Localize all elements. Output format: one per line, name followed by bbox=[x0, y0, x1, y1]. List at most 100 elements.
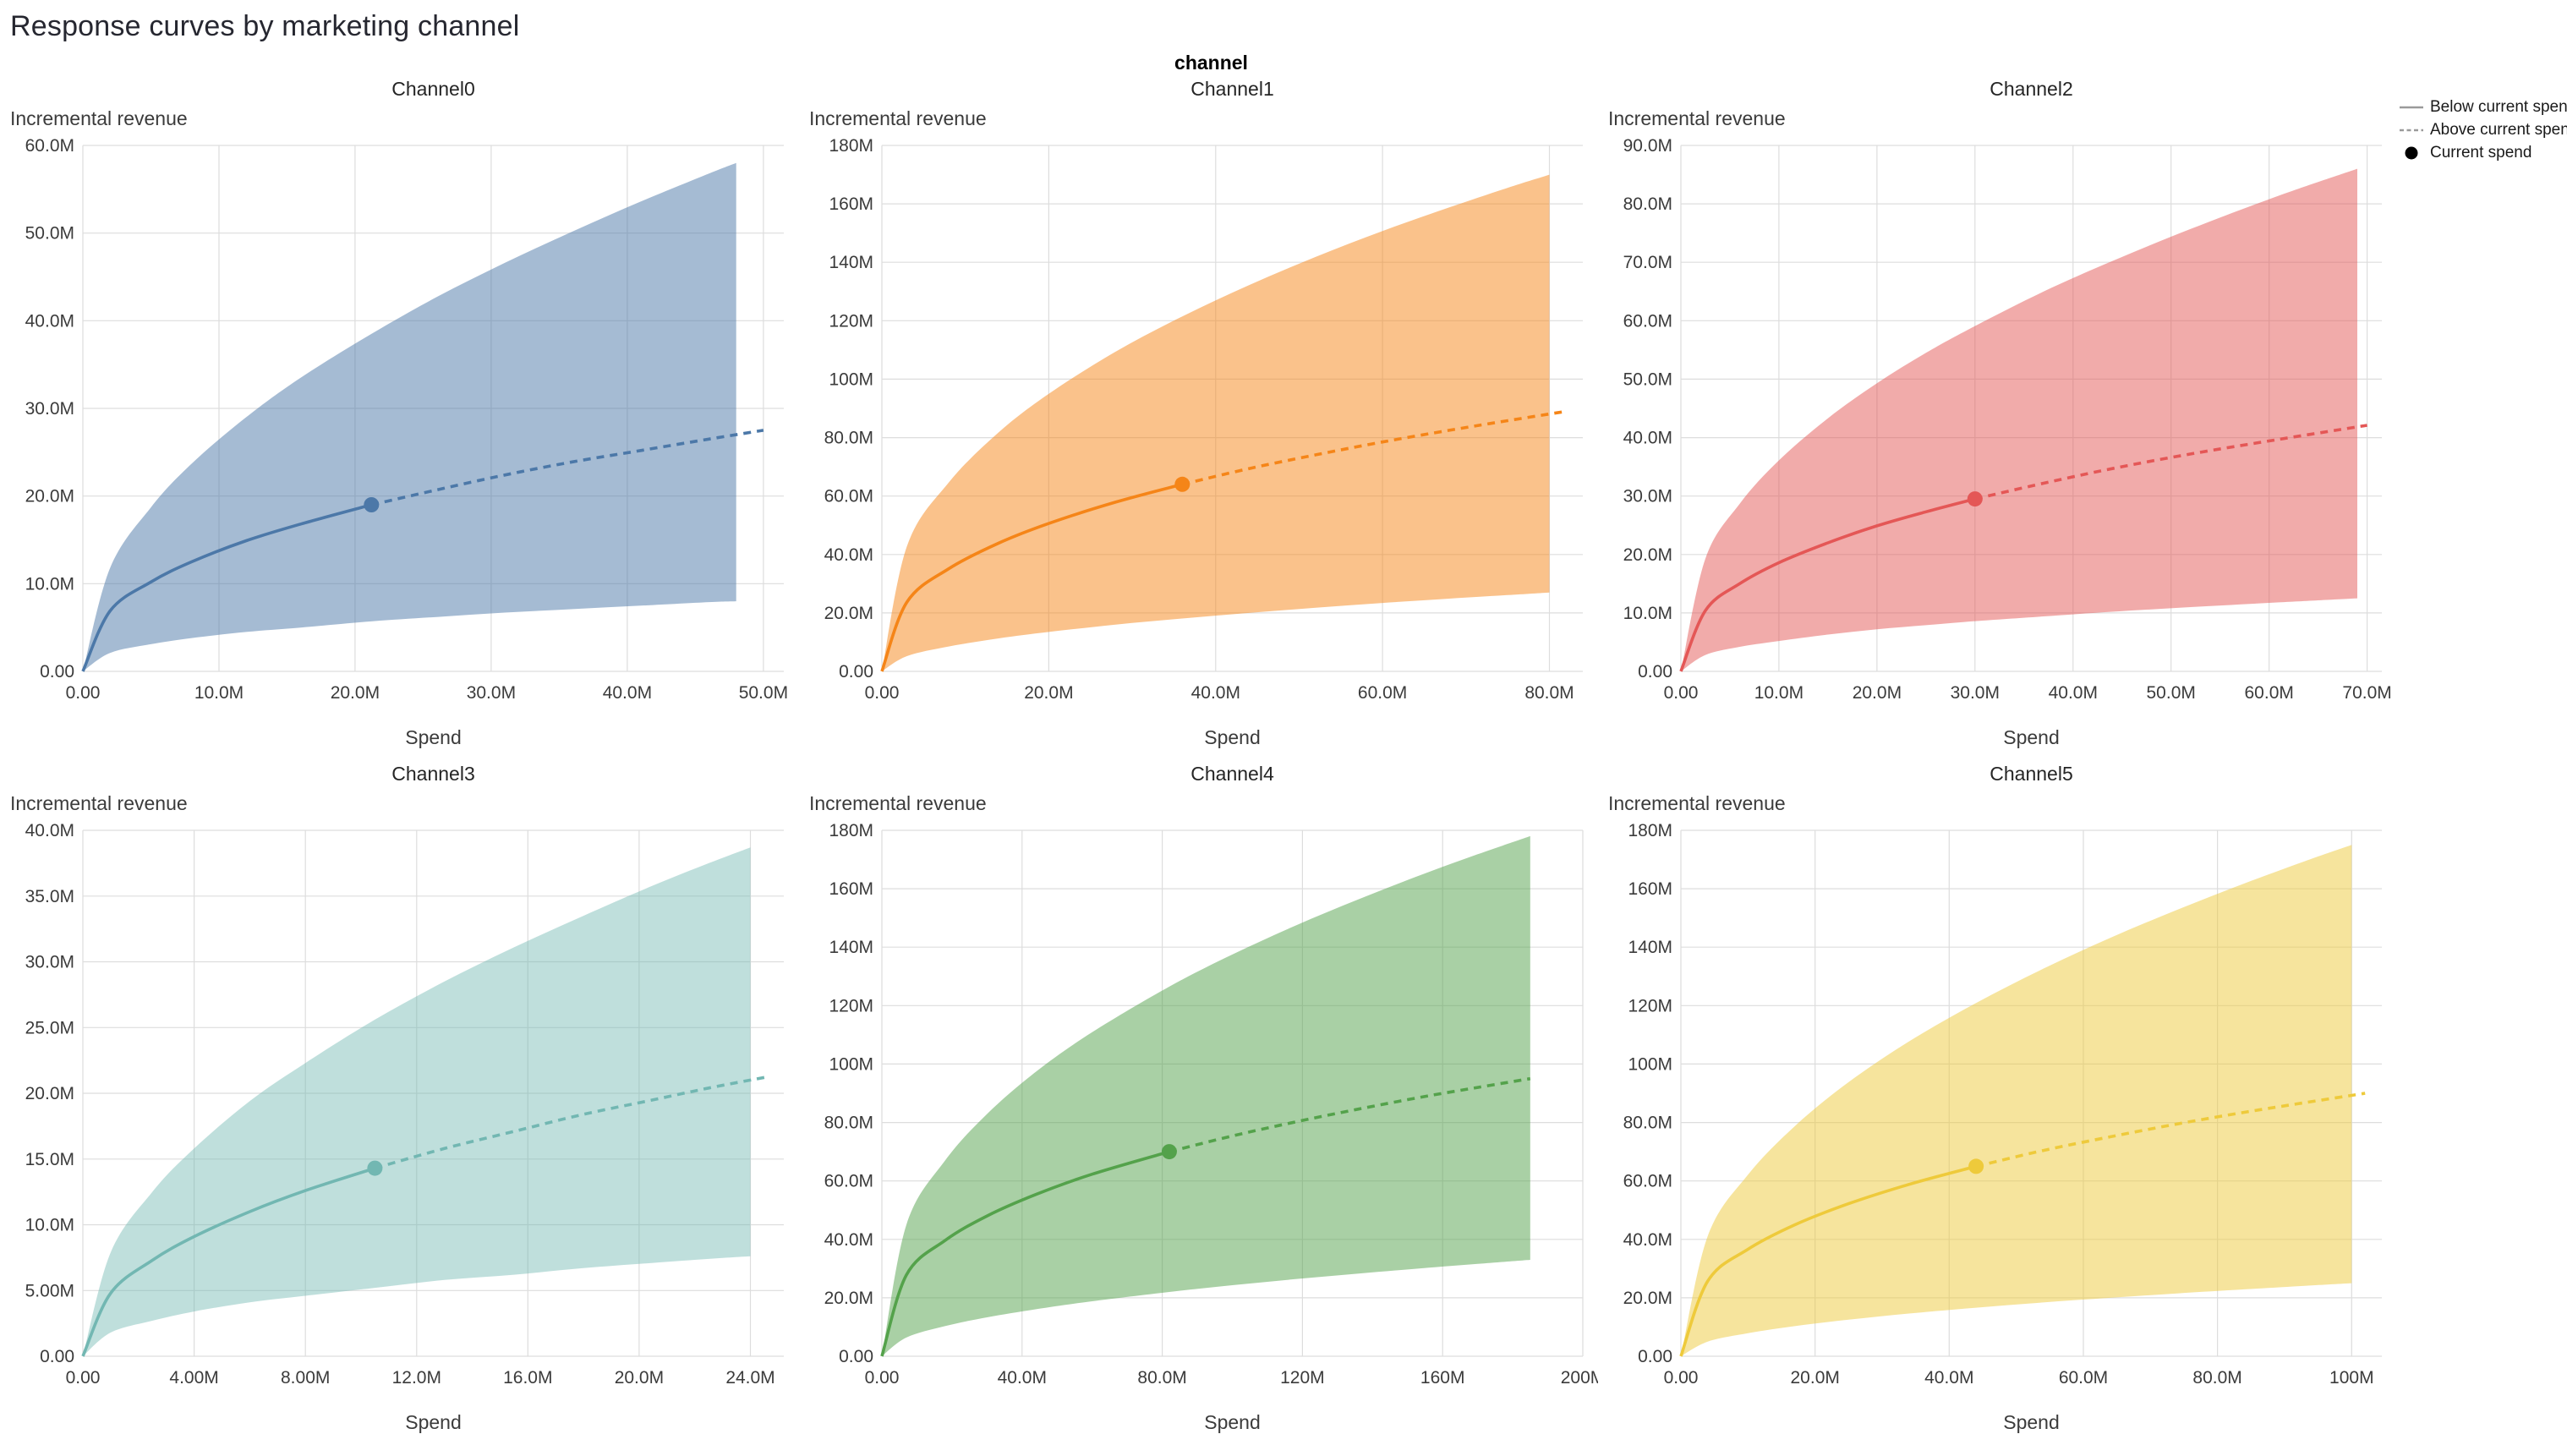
svg-text:60.0M: 60.0M bbox=[1623, 311, 1672, 331]
y-axis-title: Incremental revenue bbox=[1608, 107, 1786, 129]
legend-item-below-current-spend: Below current spend bbox=[2399, 98, 2567, 117]
svg-text:160M: 160M bbox=[829, 194, 873, 214]
svg-text:40.0M: 40.0M bbox=[1191, 683, 1240, 703]
svg-text:10.0M: 10.0M bbox=[1754, 683, 1803, 703]
svg-text:180M: 180M bbox=[1628, 821, 1672, 840]
svg-text:20.0M: 20.0M bbox=[1791, 1368, 1840, 1388]
plot-channel1[interactable]: 0.00 20.0M 40.0M 60.0M 80.0M 0.00 20.0M 40.0M 60… bbox=[807, 134, 1598, 725]
svg-text:20.0M: 20.0M bbox=[1024, 683, 1073, 703]
svg-text:60.0M: 60.0M bbox=[824, 487, 873, 506]
svg-text:20.0M: 20.0M bbox=[824, 604, 873, 623]
svg-text:20.0M: 20.0M bbox=[1853, 683, 1902, 703]
svg-text:40.0M: 40.0M bbox=[25, 311, 74, 331]
point-icon bbox=[2405, 146, 2418, 160]
svg-text:60.0M: 60.0M bbox=[25, 136, 74, 156]
svg-text:0.00: 0.00 bbox=[1664, 1368, 1699, 1388]
y-axis-title: Incremental revenue bbox=[809, 107, 987, 129]
svg-text:0.00: 0.00 bbox=[40, 1347, 74, 1366]
svg-text:0.00: 0.00 bbox=[1664, 683, 1699, 703]
legend-label: Above current spend bbox=[2430, 121, 2567, 139]
svg-text:0.00: 0.00 bbox=[66, 683, 101, 703]
svg-text:12.0M: 12.0M bbox=[392, 1368, 441, 1388]
svg-text:5.00M: 5.00M bbox=[25, 1281, 74, 1300]
y-axis-title: Incremental revenue bbox=[809, 792, 987, 814]
svg-text:80.0M: 80.0M bbox=[1623, 194, 1672, 214]
chart-title: Channel1 bbox=[1190, 78, 1274, 100]
facet-header: channel bbox=[1174, 52, 1248, 74]
svg-text:16.0M: 16.0M bbox=[503, 1368, 552, 1388]
svg-text:90.0M: 90.0M bbox=[1623, 136, 1672, 156]
svg-text:50.0M: 50.0M bbox=[739, 683, 788, 703]
x-axis-title: Spend bbox=[1204, 1411, 1261, 1433]
svg-text:140M: 140M bbox=[829, 938, 873, 957]
chart-channel3: Channel3 Incremental revenue 0.00 4.00M 8.… bbox=[8, 761, 799, 1434]
svg-text:50.0M: 50.0M bbox=[2147, 683, 2196, 703]
svg-text:40.0M: 40.0M bbox=[603, 683, 652, 703]
svg-text:4.00M: 4.00M bbox=[169, 1368, 218, 1388]
chart-title: Channel5 bbox=[1990, 763, 2073, 785]
main-row: Channel0 Incremental revenue 0.00 10.0M 20… bbox=[8, 76, 2567, 1434]
svg-text:100M: 100M bbox=[829, 1054, 873, 1074]
svg-text:40.0M: 40.0M bbox=[1623, 1230, 1672, 1250]
svg-text:20.0M: 20.0M bbox=[1623, 1289, 1672, 1308]
svg-text:20.0M: 20.0M bbox=[1623, 545, 1672, 565]
svg-text:140M: 140M bbox=[1628, 938, 1672, 957]
svg-text:0.00: 0.00 bbox=[839, 662, 873, 681]
svg-text:120M: 120M bbox=[829, 996, 873, 1015]
svg-text:20.0M: 20.0M bbox=[25, 1084, 74, 1103]
svg-text:10.0M: 10.0M bbox=[25, 574, 74, 594]
svg-text:0.00: 0.00 bbox=[66, 1368, 101, 1388]
svg-text:180M: 180M bbox=[829, 821, 873, 840]
svg-text:60.0M: 60.0M bbox=[824, 1172, 873, 1191]
svg-text:60.0M: 60.0M bbox=[1358, 683, 1407, 703]
svg-text:30.0M: 30.0M bbox=[25, 399, 74, 419]
svg-text:100M: 100M bbox=[1628, 1054, 1672, 1074]
svg-text:30.0M: 30.0M bbox=[1951, 683, 2000, 703]
svg-text:80.0M: 80.0M bbox=[1524, 683, 1574, 703]
svg-text:120M: 120M bbox=[1280, 1368, 1325, 1388]
svg-text:200M: 200M bbox=[1561, 1368, 1598, 1388]
svg-text:40.0M: 40.0M bbox=[1623, 429, 1672, 448]
svg-text:120M: 120M bbox=[829, 311, 873, 331]
x-axis-title: Spend bbox=[1204, 726, 1261, 748]
plot-channel5[interactable]: 0.00 20.0M 40.0M 60.0M 80.0M 100M 0.00 20.0M 40.… bbox=[1606, 818, 2397, 1410]
svg-text:40.0M: 40.0M bbox=[998, 1368, 1047, 1388]
svg-text:60.0M: 60.0M bbox=[2059, 1368, 2108, 1388]
svg-text:160M: 160M bbox=[1628, 879, 1672, 899]
plot-channel2[interactable]: 0.00 10.0M 20.0M 30.0M 40.0M 50.0M 60.0M 70.0M 0… bbox=[1606, 134, 2397, 725]
svg-text:20.0M: 20.0M bbox=[824, 1289, 873, 1308]
svg-text:40.0M: 40.0M bbox=[25, 821, 74, 840]
y-axis-title: Incremental revenue bbox=[10, 792, 188, 814]
page-title: Response curves by marketing channel bbox=[10, 10, 520, 42]
svg-text:60.0M: 60.0M bbox=[2245, 683, 2294, 703]
x-axis-title: Spend bbox=[2003, 1411, 2060, 1433]
x-axis-title: Spend bbox=[2003, 726, 2060, 748]
svg-text:80.0M: 80.0M bbox=[2192, 1368, 2241, 1388]
chart-title: Channel2 bbox=[1990, 78, 2073, 100]
solid-line-icon bbox=[2400, 106, 2423, 109]
svg-text:40.0M: 40.0M bbox=[1924, 1368, 1973, 1388]
plot-channel0[interactable]: 0.00 10.0M 20.0M 30.0M 40.0M 50.0M 0.00 10.0M 20… bbox=[8, 134, 799, 725]
legend-label: Current spend bbox=[2430, 144, 2532, 161]
svg-text:15.0M: 15.0M bbox=[25, 1150, 74, 1169]
chart-channel1: Channel1 Incremental revenue 0.00 20.0M 40… bbox=[807, 76, 1598, 749]
svg-text:30.0M: 30.0M bbox=[467, 683, 516, 703]
chart-channel0: Channel0 Incremental revenue 0.00 10.0M 20… bbox=[8, 76, 799, 749]
svg-text:100M: 100M bbox=[2329, 1368, 2374, 1388]
chart-title: Channel4 bbox=[1190, 763, 1274, 785]
chart-title: Channel3 bbox=[391, 763, 475, 785]
charts-grid: Channel0 Incremental revenue 0.00 10.0M 20… bbox=[8, 76, 2397, 1434]
svg-text:120M: 120M bbox=[1628, 996, 1672, 1015]
chart-channel2: Channel2 Incremental revenue 0.00 10.0M 20… bbox=[1606, 76, 2397, 749]
svg-text:100M: 100M bbox=[829, 369, 873, 389]
plot-channel4[interactable]: 0.00 40.0M 80.0M 120M 160M 200M 0.00 20.0M 40.0M… bbox=[807, 818, 1598, 1410]
svg-text:0.00: 0.00 bbox=[40, 662, 74, 681]
svg-text:20.0M: 20.0M bbox=[331, 683, 380, 703]
svg-text:10.0M: 10.0M bbox=[1623, 604, 1672, 623]
dashed-line-icon bbox=[2400, 129, 2423, 132]
plot-channel3[interactable]: 0.00 4.00M 8.00M 12.0M 16.0M 20.0M 24.0M 0.00 5.… bbox=[8, 818, 799, 1410]
svg-text:20.0M: 20.0M bbox=[615, 1368, 664, 1388]
svg-text:40.0M: 40.0M bbox=[824, 545, 873, 565]
svg-text:8.00M: 8.00M bbox=[281, 1368, 330, 1388]
svg-text:0.00: 0.00 bbox=[839, 1347, 873, 1366]
